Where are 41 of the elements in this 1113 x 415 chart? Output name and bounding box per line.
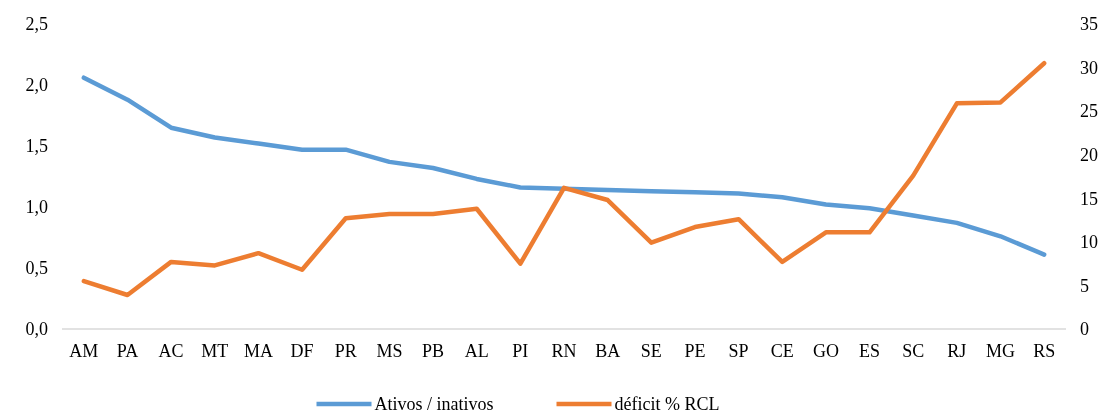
legend-label: Ativos / inativos	[374, 394, 494, 415]
x-tick-label: AC	[158, 341, 184, 361]
x-tick-label: SE	[640, 341, 662, 361]
x-tick-label: PI	[512, 341, 529, 361]
x-tick-label: MS	[376, 341, 403, 361]
x-tick-label: MA	[243, 341, 273, 361]
x-tick-label: PA	[116, 341, 139, 361]
x-tick-label: PB	[422, 341, 445, 361]
x-tick-label: CE	[770, 341, 794, 361]
x-tick-label: AL	[464, 341, 489, 361]
x-tick-label: MT	[201, 341, 229, 361]
x-tick-label: RJ	[947, 341, 967, 361]
line-series	[81, 75, 1047, 257]
x-tick-label: PE	[684, 341, 706, 361]
x-tick-label: SP	[728, 341, 749, 361]
y2-tick-label: 35	[1080, 14, 1098, 35]
y2-tick-label: 5	[1080, 275, 1089, 296]
y-tick-label: 0,0	[25, 319, 48, 340]
x-tick-label: BA	[595, 341, 621, 361]
y-tick-label: 2,5	[25, 14, 48, 35]
y2-tick-label: 25	[1080, 101, 1098, 122]
y-tick-label: 0,5	[25, 258, 48, 279]
line-series	[81, 60, 1047, 298]
x-tick-label: DF	[290, 341, 314, 361]
y-tick-label: 2,0	[25, 75, 48, 96]
legend-label: déficit % RCL	[614, 394, 720, 415]
x-tick-label: AM	[69, 341, 99, 361]
y2-tick-label: 10	[1080, 232, 1098, 253]
x-tick-label: ES	[859, 341, 881, 361]
x-tick-label: RN	[551, 341, 577, 361]
y-tick-label: 1,5	[25, 136, 48, 157]
x-tick-label: PR	[334, 341, 357, 361]
x-tick-label: GO	[812, 341, 839, 361]
y2-tick-label: 0	[1080, 319, 1089, 340]
y2-tick-label: 30	[1080, 57, 1098, 78]
y2-tick-label: 15	[1080, 188, 1098, 209]
x-tick-label: MG	[986, 341, 1016, 361]
x-tick-label: RS	[1033, 341, 1056, 361]
y-tick-label: 1,0	[25, 197, 48, 218]
y2-tick-label: 20	[1080, 145, 1098, 166]
x-tick-label: SC	[902, 341, 925, 361]
